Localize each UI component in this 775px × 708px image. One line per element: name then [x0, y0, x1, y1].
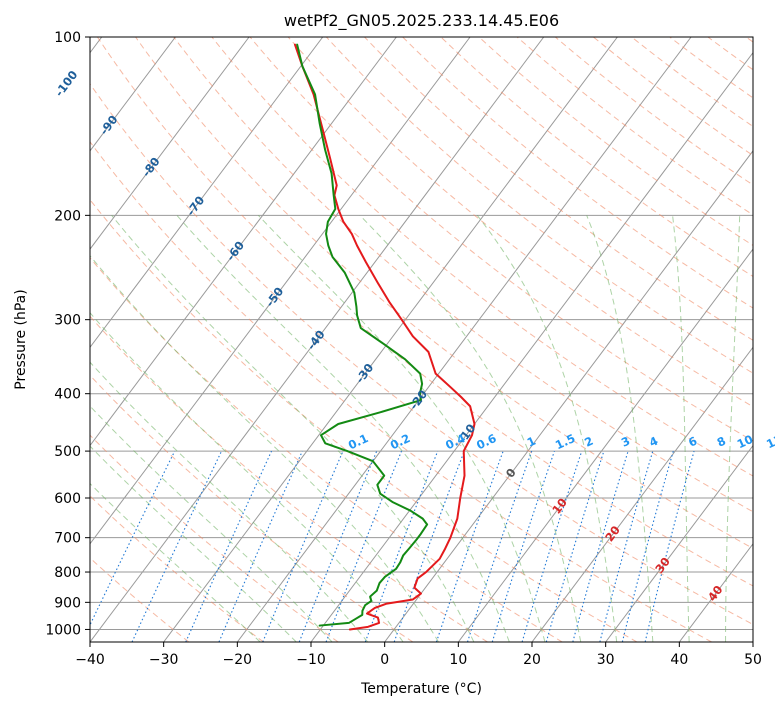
x-tick-label: 0 [380, 652, 389, 668]
dry-adiabat-line [402, 37, 753, 309]
moist-adiabat-line [90, 254, 439, 642]
dry-adiabat-line [211, 37, 753, 477]
isotherm-line [90, 37, 176, 152]
mixing-ratio-line [435, 450, 504, 642]
moist-adiabat-line [90, 361, 369, 642]
mixing-ratio-line [644, 450, 695, 642]
x-tick-label: −40 [75, 652, 105, 668]
x-tick-label: 40 [670, 652, 688, 668]
isotherm-line [90, 37, 471, 545]
moist-adiabat-line [90, 405, 333, 642]
dry-adiabat-line [364, 37, 753, 341]
x-tick-label: −30 [149, 652, 179, 668]
y-tick-label: 1000 [45, 622, 81, 638]
mixing-ratio-line [521, 450, 583, 642]
isotherm-line [90, 37, 324, 349]
y-tick-label: 600 [54, 491, 81, 507]
y-tick-label: 200 [54, 208, 81, 224]
x-tick-label: 20 [523, 652, 541, 668]
background-lines [90, 37, 753, 642]
y-tick-label: 100 [54, 30, 81, 46]
x-tick-label: −10 [296, 652, 326, 668]
mixing-ratio-label: 13 [764, 432, 775, 451]
mixing-ratio-line [599, 450, 654, 642]
mixing-ratio-line [545, 450, 605, 642]
y-tick-label: 800 [54, 565, 81, 581]
dry-adiabat-line [90, 141, 712, 642]
y-tick-label: 700 [54, 531, 81, 547]
mixing-ratio-line [262, 450, 344, 642]
mixing-ratio-label: 10 [735, 432, 755, 451]
isotherm-line [90, 37, 397, 447]
x-axis-label: Temperature (°C) [360, 681, 482, 697]
mixing-ratio-line [364, 450, 439, 642]
dry-adiabat-line [96, 37, 753, 587]
mixing-ratio-line [90, 450, 176, 627]
x-tick-label: 30 [597, 652, 615, 668]
dry-adiabat-line [90, 257, 563, 642]
isotherm-line [90, 37, 545, 642]
mixing-ratio-line [621, 450, 674, 642]
temperature-line [293, 43, 476, 631]
dry-adiabat-line [90, 83, 753, 626]
y-axis-label: Pressure (hPa) [13, 289, 29, 389]
x-tick-label: 50 [744, 652, 762, 668]
x-axis: −40 −30 −20 −10 0 10 20 30 40 50 [75, 642, 762, 668]
mixing-ratio-line [466, 450, 533, 642]
dry-adiabat-line [135, 37, 753, 549]
moist-adiabat-line [176, 215, 510, 642]
moist-adiabat-line [111, 215, 475, 642]
isotherm-line [531, 346, 753, 642]
isotherm-line [163, 37, 618, 642]
y-tick-label: 400 [54, 387, 81, 403]
chart-title: wetPf2_GN05.2025.233.14.45.E06 [284, 11, 559, 31]
isotherm-line [236, 37, 692, 642]
dry-adiabat-line [173, 37, 753, 513]
mixing-ratio-line [393, 450, 465, 642]
plot-frame [89, 36, 754, 643]
mixing-ratio-line [572, 450, 629, 642]
y-axis: 100 200 300 400 500 600 700 800 900 1000 [45, 30, 90, 638]
moist-adiabat-line [586, 215, 654, 642]
dry-adiabat-line [90, 198, 638, 642]
moist-adiabat-line [672, 215, 690, 642]
mixing-ratio-line [325, 450, 403, 642]
x-tick-label: −20 [223, 652, 253, 668]
isotherm-line [605, 444, 753, 642]
y-tick-label: 500 [54, 444, 81, 460]
moist-adiabat-line [90, 312, 404, 642]
y-tick-label: 900 [54, 595, 81, 611]
dry-adiabat-line [249, 37, 753, 442]
moist-adiabat-line [257, 214, 546, 642]
moist-adiabat-line [476, 215, 618, 642]
sounding-series [293, 43, 476, 631]
mixing-ratio-line [218, 450, 303, 642]
dewpoint-line [296, 43, 429, 627]
moist-adiabat-line [90, 445, 297, 642]
moist-adiabat-line [725, 215, 741, 642]
dry-adiabat-line [90, 374, 414, 642]
moist-adiabat-line [90, 482, 261, 642]
isotherm-line [90, 37, 250, 250]
isotherm-line [384, 150, 753, 642]
mixing-ratio-line [298, 450, 378, 642]
isotherm-line [310, 51, 753, 642]
y-tick-label: 300 [54, 313, 81, 329]
isotherm-line [457, 248, 753, 642]
mixing-ratio-line [491, 450, 555, 642]
x-tick-label: 10 [449, 652, 467, 668]
mixing-ratio-line [185, 450, 273, 642]
